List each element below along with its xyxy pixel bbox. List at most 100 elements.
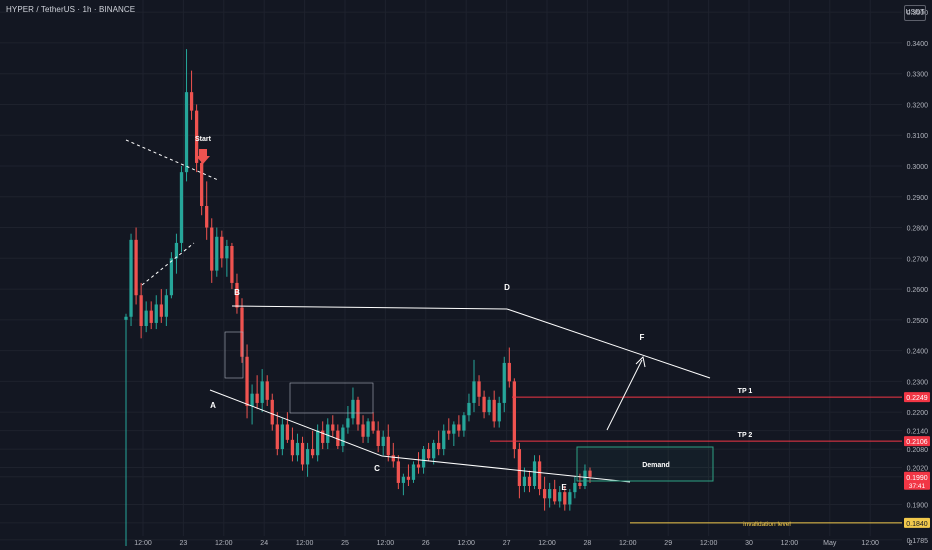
drawings-layer: Start A B C D E F TP 1 TP 2 Demand invalidation le…: [125, 136, 902, 528]
candle-body: [250, 393, 254, 406]
candle-body: [381, 436, 385, 446]
candle-body: [189, 92, 194, 111]
invalidation-price-tag-bg: [904, 517, 930, 528]
invalidation-price-tag: 0.1840: [906, 521, 928, 528]
wave-point-label: A: [210, 401, 216, 410]
candle-body: [154, 304, 158, 323]
candle-body: [149, 310, 153, 323]
candle-body: [346, 418, 350, 428]
candle-body: [401, 476, 406, 483]
wedge-bottom-line: [141, 242, 195, 286]
price-tick-label: 0.2080: [907, 447, 929, 454]
candle-body: [462, 415, 466, 431]
candle-body: [366, 421, 370, 437]
candle-body: [396, 461, 400, 483]
last-price-tag-countdown: 37:41: [909, 483, 926, 490]
candle-body: [169, 258, 174, 296]
candle-body: [341, 427, 345, 446]
candle-body: [573, 482, 577, 493]
candle-body: [568, 492, 572, 505]
tp2-price-tag: 0.2106: [906, 439, 928, 446]
candle-body: [235, 282, 239, 308]
time-tick-label: 12:00: [134, 540, 152, 547]
candle-body: [245, 356, 249, 406]
candle-body: [472, 381, 476, 403]
time-tick-label: 12:00: [861, 540, 879, 547]
candle-body: [583, 470, 587, 486]
candle-body: [129, 239, 133, 317]
candle-body: [356, 399, 360, 425]
candle-body: [270, 399, 274, 425]
price-tick-label: 0.2600: [907, 287, 929, 294]
candle-body: [326, 424, 330, 443]
time-tick-label: 24: [260, 540, 268, 547]
price-tick-label: 0.1785: [907, 538, 929, 545]
candle-body: [548, 489, 552, 499]
candle-body: [164, 295, 168, 317]
candle-body: [285, 424, 290, 440]
tp2-label: TP 2: [738, 432, 753, 439]
price-tick-label: 0.3400: [907, 41, 929, 48]
candle-body: [467, 402, 471, 416]
range-box: [224, 331, 244, 379]
candle-body: [558, 492, 562, 502]
time-tick-label: 26: [422, 540, 430, 547]
candle-body: [426, 449, 431, 459]
candles-layer: [124, 49, 592, 546]
time-tick-label: 27: [503, 540, 511, 547]
candle-body: [563, 492, 567, 505]
candle-body: [144, 310, 148, 326]
symbol-title: HYPER / TetherUS · 1h · BINANCE: [6, 5, 136, 14]
candle-body: [230, 246, 234, 283]
price-tick-label: 0.3500: [907, 10, 929, 17]
time-tick-label: 12:00: [700, 540, 718, 547]
candle-body: [260, 381, 264, 403]
time-tick-label: May: [823, 540, 837, 547]
tp1-price-tag-bg: [904, 392, 930, 403]
time-tick-label: 12:00: [296, 540, 314, 547]
demand-zone: [576, 446, 714, 482]
wave-point-label: C: [374, 464, 380, 473]
lower-trendline-a: [209, 389, 383, 457]
candle-body: [336, 430, 340, 446]
time-tick-label: 12:00: [781, 540, 799, 547]
wedge-top-line: [125, 139, 219, 181]
candle-body: [205, 206, 209, 228]
arrow-head-icon: [635, 355, 646, 368]
price-tick-label: 0.2400: [907, 349, 929, 356]
candle-body: [194, 110, 199, 163]
candle-body: [391, 455, 395, 462]
grid-lines: [0, 0, 912, 541]
candle-body: [482, 396, 486, 413]
tp1-price-tag: 0.2249: [906, 395, 928, 402]
candle-body: [537, 461, 542, 490]
candle-body: [497, 402, 501, 422]
price-tick-label: 0.2900: [907, 195, 929, 202]
price-tick-label: 0.2800: [907, 226, 929, 233]
start-label: Start: [195, 136, 212, 143]
price-tick-label: 0.3000: [907, 164, 929, 171]
candle-body: [295, 442, 300, 456]
candle-body: [517, 449, 522, 486]
time-tick-label: 12:00: [377, 540, 395, 547]
candle-body: [512, 381, 516, 450]
price-tick-label: 0.3200: [907, 102, 929, 109]
invalidation-label: invalidation level: [743, 521, 791, 528]
price-axis-bg: [902, 0, 932, 550]
currency-button[interactable]: USDT: [904, 5, 926, 21]
price-tick-label: 0.2140: [907, 429, 929, 436]
price-axis[interactable]: 0.3500 0.3400 0.3300 0.3200 0.3100 0.3000 0.29…: [902, 0, 932, 550]
price-tick-label: 0.2020: [907, 466, 929, 473]
wave-point-label: D: [504, 283, 510, 292]
price-tick-label: 0.3100: [907, 133, 929, 140]
candle-body: [386, 436, 390, 456]
candle-body: [492, 399, 496, 422]
time-tick-label: 12:00: [538, 540, 556, 547]
wave-point-label: E: [561, 483, 567, 492]
candle-body: [174, 242, 179, 259]
time-tick-label: 25: [341, 540, 349, 547]
time-axis[interactable]: 12:00 23 12:00 24 12:00 25 12:00 26 12:00 27 12:00…: [134, 540, 912, 547]
candle-body: [255, 393, 259, 403]
